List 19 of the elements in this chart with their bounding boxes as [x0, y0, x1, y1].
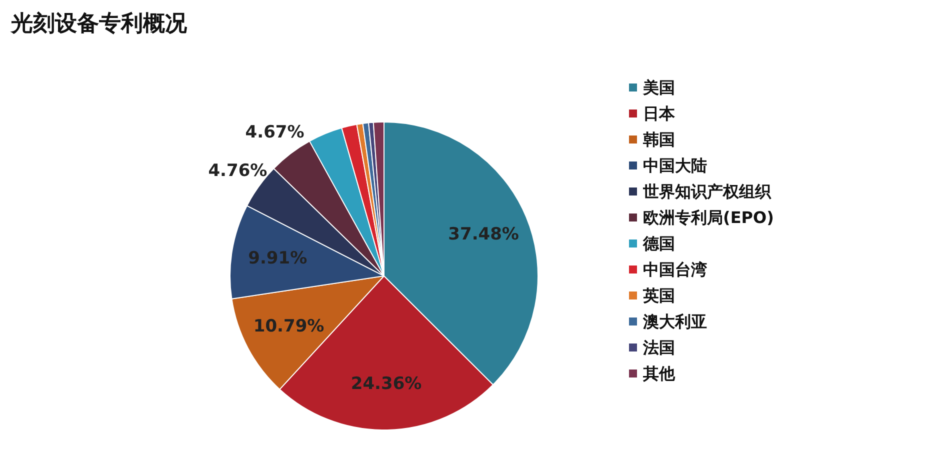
legend-label: 韩国: [642, 130, 675, 149]
data-label: 37.48%: [448, 224, 519, 245]
legend-label: 澳大利亚: [642, 312, 707, 331]
legend-label: 其他: [642, 364, 676, 383]
legend-label: 美国: [642, 78, 675, 97]
legend-label: 欧洲专利局(EPO): [643, 208, 774, 227]
data-label: 4.67%: [245, 122, 304, 143]
legend-label: 英国: [642, 286, 675, 305]
legend-label: 日本: [643, 104, 676, 123]
data-label: 24.36%: [350, 374, 422, 394]
legend-label: 中国大陆: [643, 156, 707, 175]
chart-title: 光刻设备专利概况: [10, 10, 188, 36]
data-label: 10.79%: [253, 316, 324, 337]
data-label: 9.91%: [248, 248, 308, 269]
legend-label: 中国台湾: [643, 260, 707, 279]
legend-label: 德国: [642, 234, 675, 253]
data-label: 4.76%: [208, 160, 268, 181]
legend-label: 世界知识产权组织: [642, 182, 772, 201]
legend-label: 法国: [642, 338, 675, 357]
